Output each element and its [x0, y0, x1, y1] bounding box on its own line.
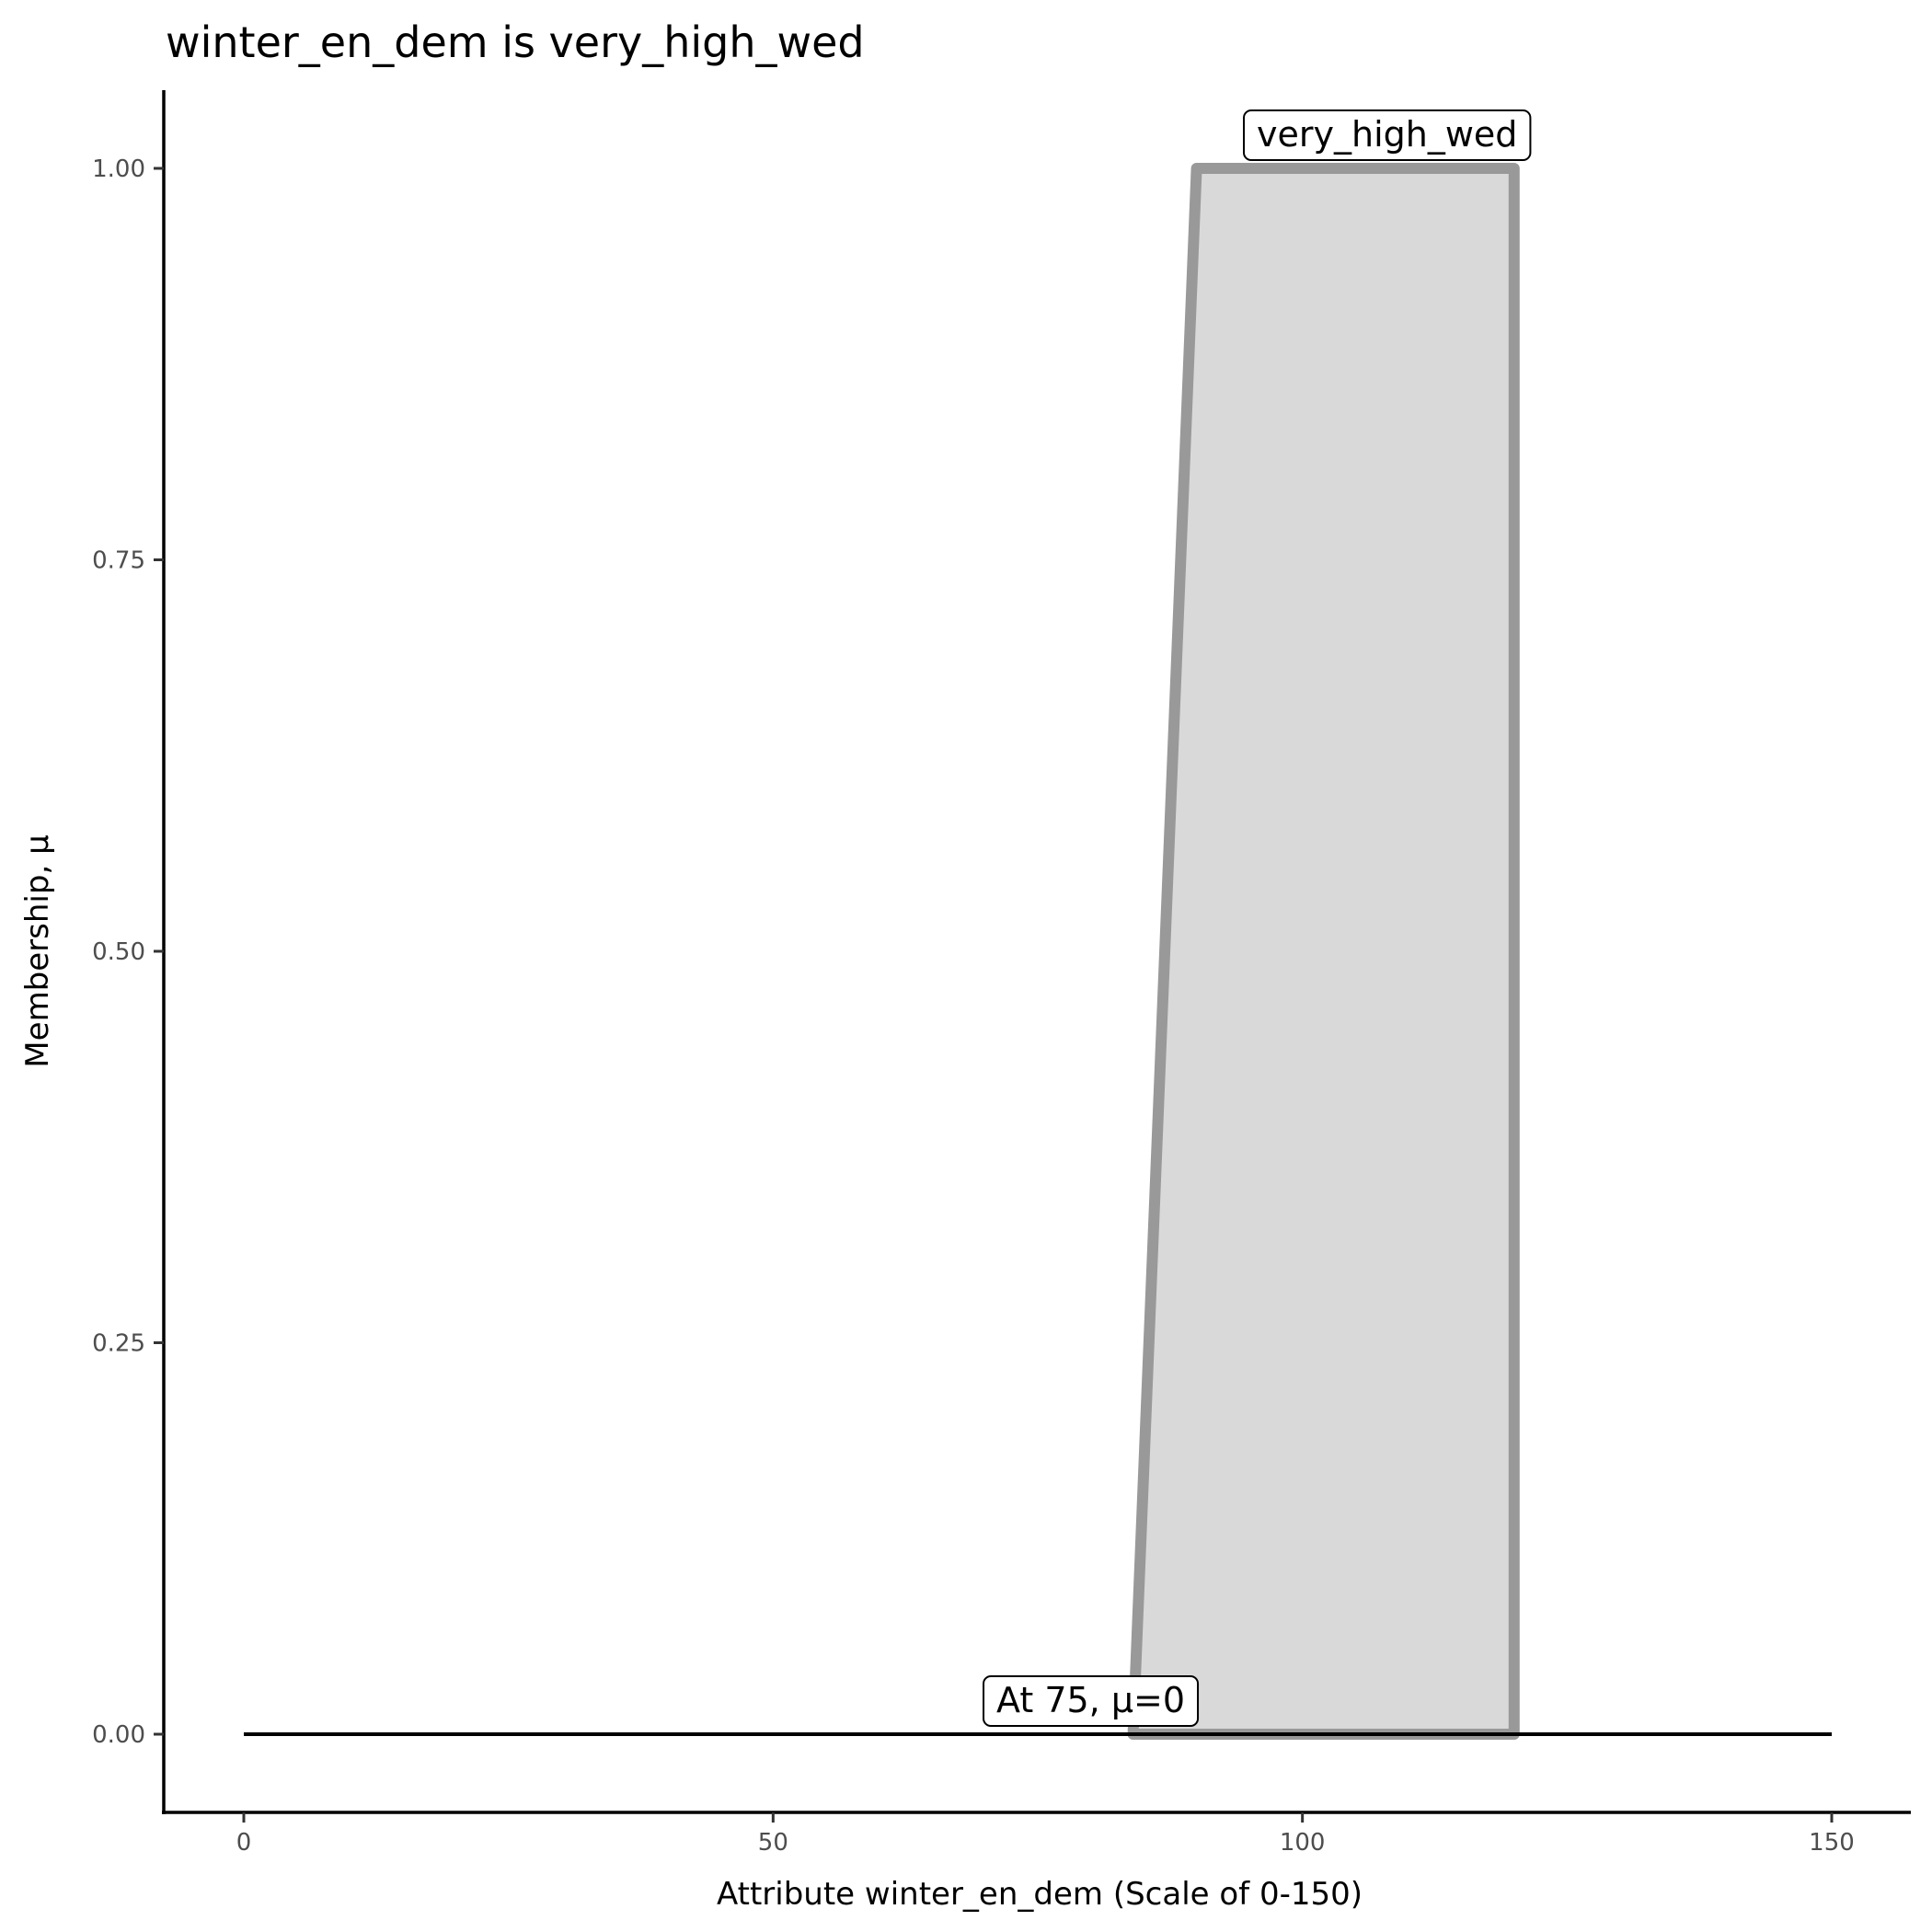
annotation-box	[1243, 109, 1532, 161]
y-tick-label: 0.50	[92, 938, 145, 966]
y-axis-title: Membership, μ	[19, 834, 56, 1067]
y-tick-label: 1.00	[92, 155, 145, 183]
annotation-text: At 75, μ=0	[996, 1680, 1185, 1720]
y-tick-label: 0.00	[92, 1721, 145, 1749]
annotation-label-0: very_high_wed	[1243, 109, 1532, 161]
membership-area-0	[1127, 163, 1520, 1740]
y-tick-label: 0.75	[92, 547, 145, 575]
x-tick-label: 0	[236, 1829, 252, 1857]
x-axis-title: Attribute winter_en_dem (Scale of 0-150)	[717, 1876, 1363, 1913]
annotation-text: very_high_wed	[1257, 114, 1517, 155]
x-tick-label: 50	[758, 1829, 788, 1857]
annotation-label-1: At 75, μ=0	[983, 1675, 1200, 1727]
x-tick-label: 150	[1809, 1829, 1855, 1857]
x-tick-label: 100	[1280, 1829, 1326, 1857]
chart-title: winter_en_dem is very_high_wed	[166, 17, 865, 67]
annotation-box	[983, 1675, 1200, 1727]
y-tick-label: 0.25	[92, 1330, 145, 1358]
